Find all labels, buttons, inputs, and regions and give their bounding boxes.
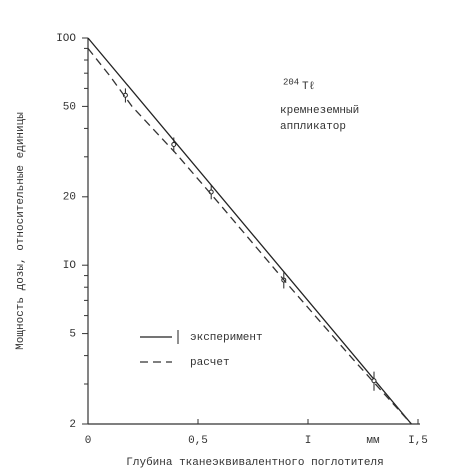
point [371,378,377,384]
x-tick-label: I [305,435,312,447]
x-tick-label: 0 [85,435,92,447]
y-axis-label: Мощность дозы, относительные единицы [15,112,27,350]
y-tick-label: 5 [69,328,76,340]
annotation: кремнеземный [280,105,359,117]
annotation-isotope: Tℓ [302,81,315,93]
y-tick-label: IO [63,260,77,272]
x-axis-label: Глубина тканеэквивалентного поглотителя [126,456,383,469]
annotation: аппликатор [280,121,346,133]
point [171,141,177,147]
y-tick-label: 20 [63,192,76,204]
line [87,47,412,425]
line [87,37,412,425]
x-tick-label: I,5 [408,435,428,447]
y-tick-label: 50 [63,101,76,113]
y-tick-label: 2 [69,419,76,431]
y-tick-label: IOO [56,33,76,45]
x-tick-label: 0,5 [188,435,208,447]
legend-label: расчет [190,357,230,369]
annotation-mass: 204 [283,77,299,87]
legend-label: эксперимент [190,332,263,344]
x-unit: мм [366,435,380,447]
